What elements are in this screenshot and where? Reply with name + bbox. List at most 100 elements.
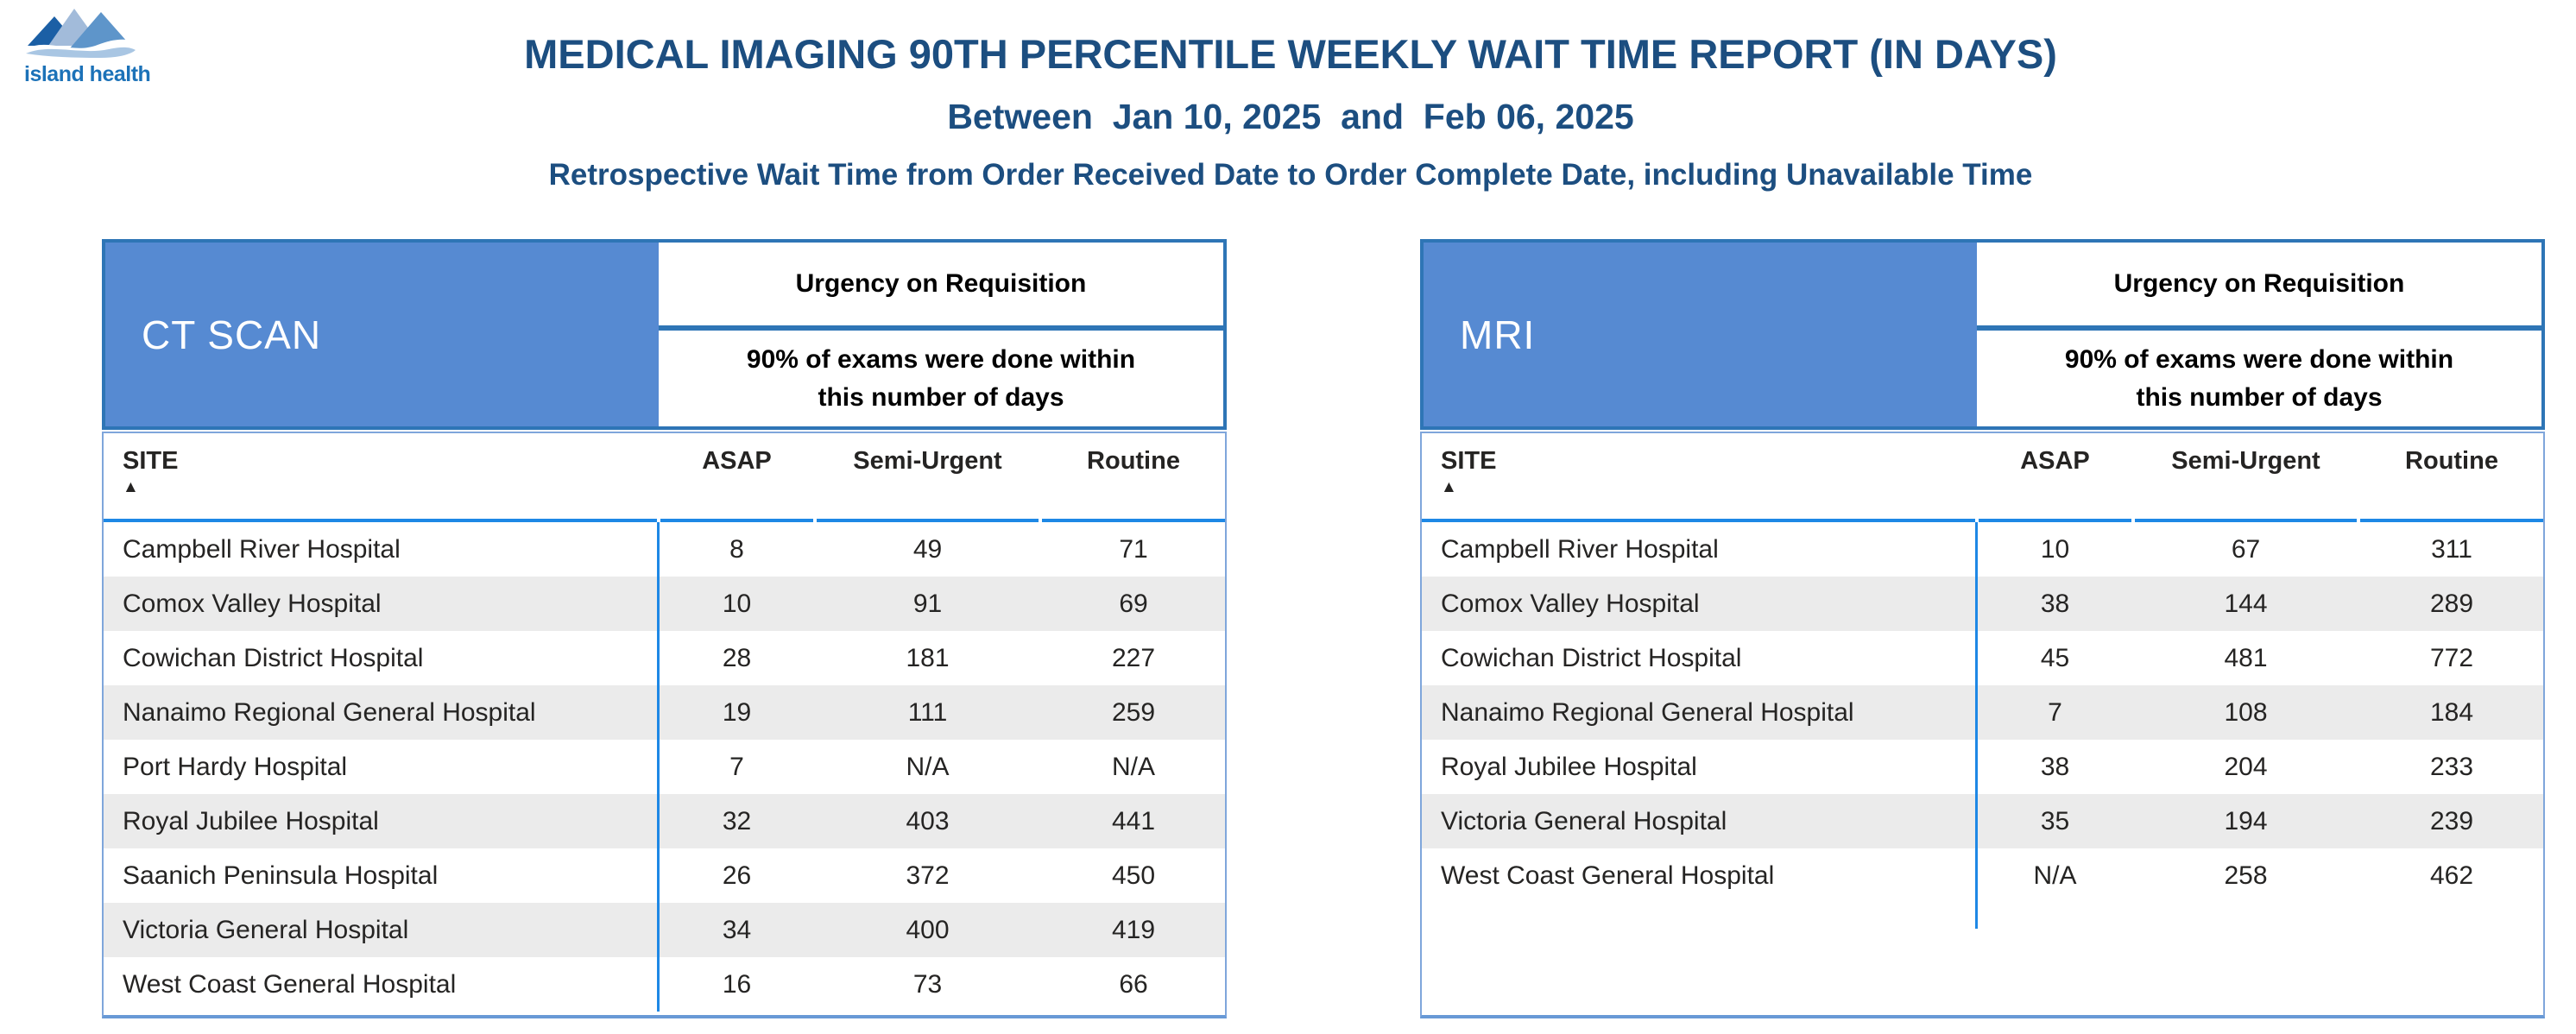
ct-table-body: SITE ▲ ASAP Semi-Urgent Routine Campbell… (102, 432, 1227, 1018)
mri-table-body: SITE ▲ ASAP Semi-Urgent Routine Campbell… (1420, 432, 2545, 1018)
column-header-routine[interactable]: Routine (1042, 433, 1225, 522)
urgency-panel: Urgency on Requisition 90% of exams were… (659, 243, 1223, 426)
column-header-semi-urgent[interactable]: Semi-Urgent (817, 433, 1039, 522)
report-header: MEDICAL IMAGING 90TH PERCENTILE WEEKLY W… (69, 31, 2512, 192)
value-cell: 7 (729, 752, 744, 781)
table-row: Royal Jubilee Hospital 38 204 233 (1422, 740, 2543, 794)
site-cell: Comox Valley Hospital (123, 589, 382, 618)
report-subtitle: Retrospective Wait Time from Order Recei… (548, 158, 2033, 192)
value-cell: 289 (2429, 589, 2474, 618)
table-row: West Coast General Hospital N/A 258 462 (1422, 848, 2543, 903)
value-cell: 35 (2040, 806, 2070, 835)
value-cell: 462 (2429, 861, 2474, 890)
mountains-icon (24, 9, 138, 58)
table-row: Nanaimo Regional General Hospital 7 108 184 (1422, 685, 2543, 740)
site-cell: Royal Jubilee Hospital (123, 806, 379, 835)
site-cell: Port Hardy Hospital (123, 752, 348, 781)
value-cell: 66 (1119, 969, 1148, 999)
table-row: West Coast General Hospital 16 73 66 (104, 957, 1225, 1012)
site-cell: Comox Valley Hospital (1441, 589, 1700, 618)
table-row: Cowichan District Hospital 28 181 227 (104, 631, 1225, 685)
value-cell: 403 (906, 806, 950, 835)
table-row: Campbell River Hospital 10 67 311 (1422, 522, 2543, 577)
value-cell: 204 (2224, 752, 2268, 781)
column-separator (1975, 522, 1978, 929)
ct-card-header: CT SCAN Urgency on Requisition 90% of ex… (102, 239, 1227, 430)
column-header-routine[interactable]: Routine (2360, 433, 2543, 522)
value-cell: 258 (2224, 861, 2268, 890)
value-cell: 73 (912, 969, 943, 999)
value-cell: 34 (722, 915, 752, 944)
table-row: Victoria General Hospital 34 400 419 (104, 903, 1225, 957)
value-cell: 91 (912, 589, 943, 618)
value-cell: 38 (2040, 752, 2070, 781)
mri-card-header: MRI Urgency on Requisition 90% of exams … (1420, 239, 2545, 430)
column-header-site[interactable]: SITE ▲ (104, 433, 657, 522)
value-cell: 144 (2224, 589, 2268, 618)
site-cell: Royal Jubilee Hospital (1441, 752, 1697, 781)
value-cell: 69 (1119, 589, 1148, 618)
urgency-subheader-text: 90% of exams were done within this numbe… (2064, 345, 2454, 412)
urgency-header: Urgency on Requisition (795, 269, 1087, 298)
modality-label: CT SCAN (142, 312, 322, 357)
value-cell: 441 (1111, 806, 1156, 835)
site-cell: West Coast General Hospital (123, 969, 457, 999)
table-row: Port Hardy Hospital 7 N/A N/A (104, 740, 1225, 794)
table-row: Cowichan District Hospital 45 481 772 (1422, 631, 2543, 685)
table-row: Royal Jubilee Hospital 32 403 441 (104, 794, 1225, 848)
column-header-site[interactable]: SITE ▲ (1422, 433, 1975, 522)
value-cell: 45 (2040, 643, 2070, 672)
value-cell: 8 (729, 534, 744, 564)
report-title: MEDICAL IMAGING 90TH PERCENTILE WEEKLY W… (524, 31, 2057, 77)
site-cell: West Coast General Hospital (1441, 861, 1775, 890)
value-cell: 71 (1119, 534, 1148, 564)
mri-table: MRI Urgency on Requisition 90% of exams … (1420, 239, 2545, 1018)
table-row: Comox Valley Hospital 10 91 69 (104, 577, 1225, 631)
value-cell: N/A (906, 752, 950, 781)
site-cell: Campbell River Hospital (1441, 534, 1719, 564)
column-header-row: SITE ▲ ASAP Semi-Urgent Routine (104, 433, 1225, 522)
column-separator (657, 522, 660, 1012)
value-cell: 311 (2431, 534, 2472, 564)
value-cell: 7 (2048, 697, 2062, 727)
site-cell: Nanaimo Regional General Hospital (1441, 697, 1854, 727)
column-header-row: SITE ▲ ASAP Semi-Urgent Routine (1422, 433, 2543, 522)
column-header-asap[interactable]: ASAP (660, 433, 813, 522)
value-cell: 184 (2429, 697, 2474, 727)
sort-ascending-icon: ▲ (1441, 478, 1457, 496)
modality-label: MRI (1460, 312, 1536, 357)
column-header-asap[interactable]: ASAP (1979, 433, 2131, 522)
site-cell: Cowichan District Hospital (1441, 643, 1742, 672)
site-cell: Campbell River Hospital (123, 534, 401, 564)
value-cell: 372 (906, 861, 950, 890)
site-cell: Nanaimo Regional General Hospital (123, 697, 536, 727)
column-header-semi-urgent[interactable]: Semi-Urgent (2135, 433, 2357, 522)
sort-ascending-icon: ▲ (123, 478, 139, 496)
value-cell: 10 (722, 589, 752, 618)
table-row: Comox Valley Hospital 38 144 289 (1422, 577, 2543, 631)
value-cell: 194 (2224, 806, 2268, 835)
value-cell: 772 (2429, 643, 2474, 672)
divider (659, 325, 1223, 331)
value-cell: 239 (2429, 806, 2474, 835)
modality-header: CT SCAN (105, 243, 659, 426)
value-cell: 32 (722, 806, 752, 835)
value-cell: 108 (2224, 697, 2268, 727)
value-cell: 181 (906, 643, 950, 672)
value-cell: 450 (1111, 861, 1156, 890)
urgency-header: Urgency on Requisition (2113, 269, 2405, 298)
value-cell: 19 (722, 697, 752, 727)
site-cell: Cowichan District Hospital (123, 643, 424, 672)
table-rows: Campbell River Hospital 10 67 311 Comox Vall… (1422, 522, 2543, 903)
logo-wordmark: island health (24, 62, 151, 86)
site-column-label: SITE (123, 447, 179, 475)
urgency-subheader-text: 90% of exams were done within this numbe… (746, 345, 1136, 412)
urgency-subheader: 90% of exams were done within this numbe… (1977, 331, 2541, 426)
site-cell: Victoria General Hospital (1441, 806, 1727, 835)
value-cell: 28 (722, 643, 752, 672)
island-health-logo: island health (24, 5, 154, 87)
site-cell: Saanich Peninsula Hospital (123, 861, 439, 890)
table-row: Victoria General Hospital 35 194 239 (1422, 794, 2543, 848)
value-cell: 10 (2040, 534, 2070, 564)
